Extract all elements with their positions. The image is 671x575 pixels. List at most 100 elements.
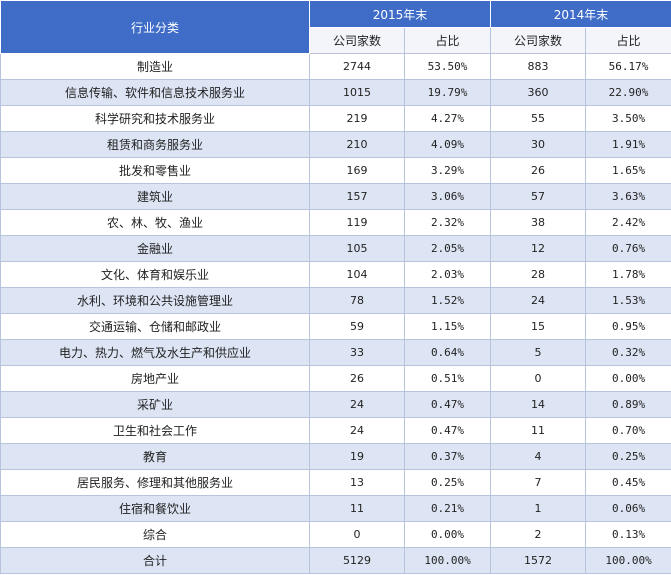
ratio-2015-cell: 53.50% bbox=[403, 53, 492, 80]
count-2015-header: 公司家数 bbox=[309, 27, 405, 54]
ratio-2015-header: 占比 bbox=[403, 27, 492, 54]
ratio-2015-cell: 0.00% bbox=[403, 521, 492, 548]
count-2014-cell: 55 bbox=[490, 105, 587, 132]
count-2014-cell: 30 bbox=[490, 131, 587, 158]
industry-cell: 农、林、牧、渔业 bbox=[0, 209, 310, 236]
ratio-2014-cell: 56.17% bbox=[585, 53, 671, 80]
ratio-2015-cell: 1.52% bbox=[403, 287, 492, 314]
ratio-2014-cell: 0.06% bbox=[585, 495, 671, 522]
ratio-2015-cell: 2.32% bbox=[403, 209, 492, 236]
industry-cell: 科学研究和技术服务业 bbox=[0, 105, 310, 132]
industry-cell: 租赁和商务服务业 bbox=[0, 131, 310, 158]
ratio-2015-cell: 0.51% bbox=[403, 365, 492, 392]
ratio-2014-cell: 3.63% bbox=[585, 183, 671, 210]
count-2015-cell: 5129 bbox=[309, 547, 405, 574]
year-2014-header: 2014年末 bbox=[490, 0, 671, 28]
ratio-2014-header: 占比 bbox=[585, 27, 671, 54]
ratio-2014-cell: 1.53% bbox=[585, 287, 671, 314]
industry-cell: 居民服务、修理和其他服务业 bbox=[0, 469, 310, 496]
table-row: 教育 19 0.37% 4 0.25% bbox=[0, 443, 671, 470]
industry-cell: 电力、热力、燃气及水生产和供应业 bbox=[0, 339, 310, 366]
count-2014-header: 公司家数 bbox=[490, 27, 587, 54]
table-row: 金融业 105 2.05% 12 0.76% bbox=[0, 235, 671, 262]
table-row: 合计 5129 100.00% 1572 100.00% bbox=[0, 547, 671, 574]
count-2014-cell: 5 bbox=[490, 339, 587, 366]
ratio-2014-cell: 0.76% bbox=[585, 235, 671, 262]
count-2015-cell: 119 bbox=[309, 209, 405, 236]
count-2015-cell: 157 bbox=[309, 183, 405, 210]
industry-cell: 制造业 bbox=[0, 53, 310, 80]
industry-cell: 房地产业 bbox=[0, 365, 310, 392]
ratio-2015-cell: 0.47% bbox=[403, 391, 492, 418]
ratio-2014-cell: 1.91% bbox=[585, 131, 671, 158]
ratio-2014-cell: 1.65% bbox=[585, 157, 671, 184]
count-2015-cell: 219 bbox=[309, 105, 405, 132]
ratio-2014-cell: 100.00% bbox=[585, 547, 671, 574]
count-2015-cell: 210 bbox=[309, 131, 405, 158]
ratio-2015-cell: 4.09% bbox=[403, 131, 492, 158]
ratio-2015-cell: 0.25% bbox=[403, 469, 492, 496]
industry-cell: 水利、环境和公共设施管理业 bbox=[0, 287, 310, 314]
ratio-2015-cell: 0.21% bbox=[403, 495, 492, 522]
industry-cell: 信息传输、软件和信息技术服务业 bbox=[0, 79, 310, 106]
count-2014-cell: 28 bbox=[490, 261, 587, 288]
industry-cell: 交通运输、仓储和邮政业 bbox=[0, 313, 310, 340]
industry-cell: 教育 bbox=[0, 443, 310, 470]
count-2014-cell: 57 bbox=[490, 183, 587, 210]
count-2015-cell: 33 bbox=[309, 339, 405, 366]
industry-cell: 采矿业 bbox=[0, 391, 310, 418]
count-2015-cell: 19 bbox=[309, 443, 405, 470]
count-2014-cell: 4 bbox=[490, 443, 587, 470]
count-2014-cell: 26 bbox=[490, 157, 587, 184]
ratio-2014-cell: 22.90% bbox=[585, 79, 671, 106]
count-2014-cell: 38 bbox=[490, 209, 587, 236]
table-row: 卫生和社会工作 24 0.47% 11 0.70% bbox=[0, 417, 671, 444]
table-row: 制造业 2744 53.50% 883 56.17% bbox=[0, 53, 671, 80]
table-row: 文化、体育和娱乐业 104 2.03% 28 1.78% bbox=[0, 261, 671, 288]
table-row: 建筑业 157 3.06% 57 3.63% bbox=[0, 183, 671, 210]
ratio-2014-cell: 1.78% bbox=[585, 261, 671, 288]
ratio-2015-cell: 0.47% bbox=[403, 417, 492, 444]
count-2014-cell: 7 bbox=[490, 469, 587, 496]
count-2014-cell: 0 bbox=[490, 365, 587, 392]
table-row: 批发和零售业 169 3.29% 26 1.65% bbox=[0, 157, 671, 184]
count-2014-cell: 883 bbox=[490, 53, 587, 80]
count-2015-cell: 24 bbox=[309, 417, 405, 444]
ratio-2014-cell: 0.89% bbox=[585, 391, 671, 418]
year-2015-header: 2015年末 bbox=[308, 0, 492, 28]
table-row: 农、林、牧、渔业 119 2.32% 38 2.42% bbox=[0, 209, 671, 236]
ratio-2014-cell: 0.45% bbox=[585, 469, 671, 496]
ratio-2014-cell: 0.70% bbox=[585, 417, 671, 444]
table-row: 电力、热力、燃气及水生产和供应业 33 0.64% 5 0.32% bbox=[0, 339, 671, 366]
count-2015-cell: 169 bbox=[309, 157, 405, 184]
ratio-2015-cell: 2.05% bbox=[403, 235, 492, 262]
table-header: 行业分类 2015年末 2014年末 公司家数 占比 公司家数 占比 bbox=[0, 0, 671, 54]
table-row: 租赁和商务服务业 210 4.09% 30 1.91% bbox=[0, 131, 671, 158]
count-2015-cell: 24 bbox=[309, 391, 405, 418]
table-row: 科学研究和技术服务业 219 4.27% 55 3.50% bbox=[0, 105, 671, 132]
industry-cell: 综合 bbox=[0, 521, 310, 548]
count-2014-cell: 12 bbox=[490, 235, 587, 262]
count-2014-cell: 24 bbox=[490, 287, 587, 314]
ratio-2015-cell: 2.03% bbox=[403, 261, 492, 288]
ratio-2015-cell: 19.79% bbox=[403, 79, 492, 106]
ratio-2015-cell: 0.37% bbox=[403, 443, 492, 470]
industry-cell: 批发和零售业 bbox=[0, 157, 310, 184]
count-2015-cell: 1015 bbox=[309, 79, 405, 106]
ratio-2014-cell: 0.00% bbox=[585, 365, 671, 392]
count-2015-cell: 104 bbox=[309, 261, 405, 288]
ratio-2014-cell: 3.50% bbox=[585, 105, 671, 132]
ratio-2015-cell: 100.00% bbox=[403, 547, 492, 574]
count-2015-cell: 105 bbox=[309, 235, 405, 262]
ratio-2014-cell: 0.13% bbox=[585, 521, 671, 548]
ratio-2014-cell: 0.95% bbox=[585, 313, 671, 340]
count-2015-cell: 13 bbox=[309, 469, 405, 496]
count-2014-cell: 1 bbox=[490, 495, 587, 522]
table-row: 交通运输、仓储和邮政业 59 1.15% 15 0.95% bbox=[0, 313, 671, 340]
table-row: 住宿和餐饮业 11 0.21% 1 0.06% bbox=[0, 495, 671, 522]
industry-cell: 金融业 bbox=[0, 235, 310, 262]
table-row: 房地产业 26 0.51% 0 0.00% bbox=[0, 365, 671, 392]
count-2014-cell: 11 bbox=[490, 417, 587, 444]
table-row: 采矿业 24 0.47% 14 0.89% bbox=[0, 391, 671, 418]
